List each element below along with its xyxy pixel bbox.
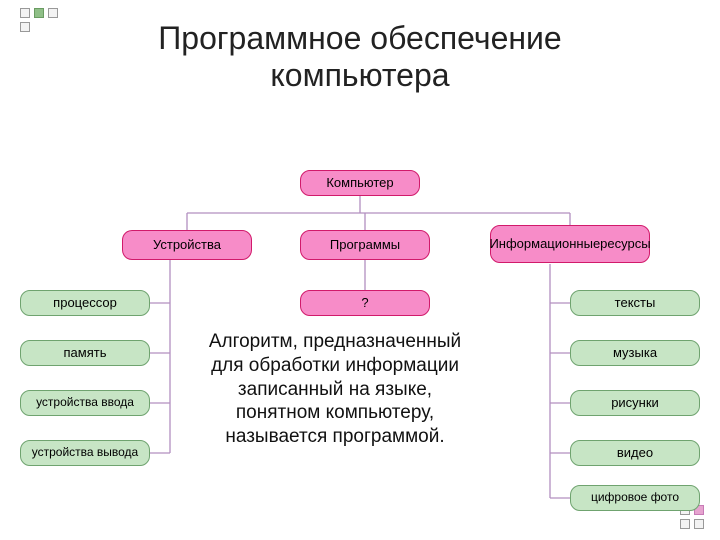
node-info-resources: Информационные ресурсы xyxy=(490,225,650,263)
leaf-processor-label: процессор xyxy=(53,296,117,311)
leaf-texts: тексты xyxy=(570,290,700,316)
leaf-processor: процессор xyxy=(20,290,150,316)
program-definition-text: Алгоритм, предназначенный для обработки … xyxy=(209,331,461,447)
node-question: ? xyxy=(300,290,430,316)
title-line-1: Программное обеспечение xyxy=(158,20,561,56)
node-question-label: ? xyxy=(361,296,368,311)
leaf-video: видео xyxy=(570,440,700,466)
node-computer: Компьютер xyxy=(300,170,420,196)
leaf-digital-photo-label: цифровое фото xyxy=(591,491,679,505)
node-devices: Устройства xyxy=(122,230,252,260)
leaf-video-label: видео xyxy=(617,446,653,461)
deco-1 xyxy=(20,8,30,18)
leaf-input-devices: устройства ввода xyxy=(20,390,150,416)
page-title: Программное обеспечение компьютера xyxy=(0,20,720,94)
leaf-output-devices: устройства вывода xyxy=(20,440,150,466)
node-info-resources-label-l2: ресурсы xyxy=(600,237,650,252)
deco-8 xyxy=(680,519,690,529)
node-devices-label: Устройства xyxy=(153,238,221,253)
program-definition: Алгоритм, предназначенный для обработки … xyxy=(195,330,475,449)
deco-3 xyxy=(48,8,58,18)
leaf-memory-label: память xyxy=(64,346,107,361)
node-info-resources-label-l1: Информационные xyxy=(489,237,600,252)
title-line-2: компьютера xyxy=(270,57,449,93)
node-programs: Программы xyxy=(300,230,430,260)
leaf-pictures: рисунки xyxy=(570,390,700,416)
deco-2 xyxy=(34,8,44,18)
leaf-memory: память xyxy=(20,340,150,366)
leaf-texts-label: тексты xyxy=(615,296,656,311)
deco-7 xyxy=(694,519,704,529)
node-computer-label: Компьютер xyxy=(326,176,393,191)
node-programs-label: Программы xyxy=(330,238,400,253)
leaf-input-devices-label: устройства ввода xyxy=(36,396,134,410)
leaf-music: музыка xyxy=(570,340,700,366)
slide-canvas: Программное обеспечение компьютера Компь… xyxy=(0,0,720,540)
leaf-digital-photo: цифровое фото xyxy=(570,485,700,511)
leaf-output-devices-label: устройства вывода xyxy=(32,446,138,460)
leaf-pictures-label: рисунки xyxy=(611,396,659,411)
leaf-music-label: музыка xyxy=(613,346,657,361)
